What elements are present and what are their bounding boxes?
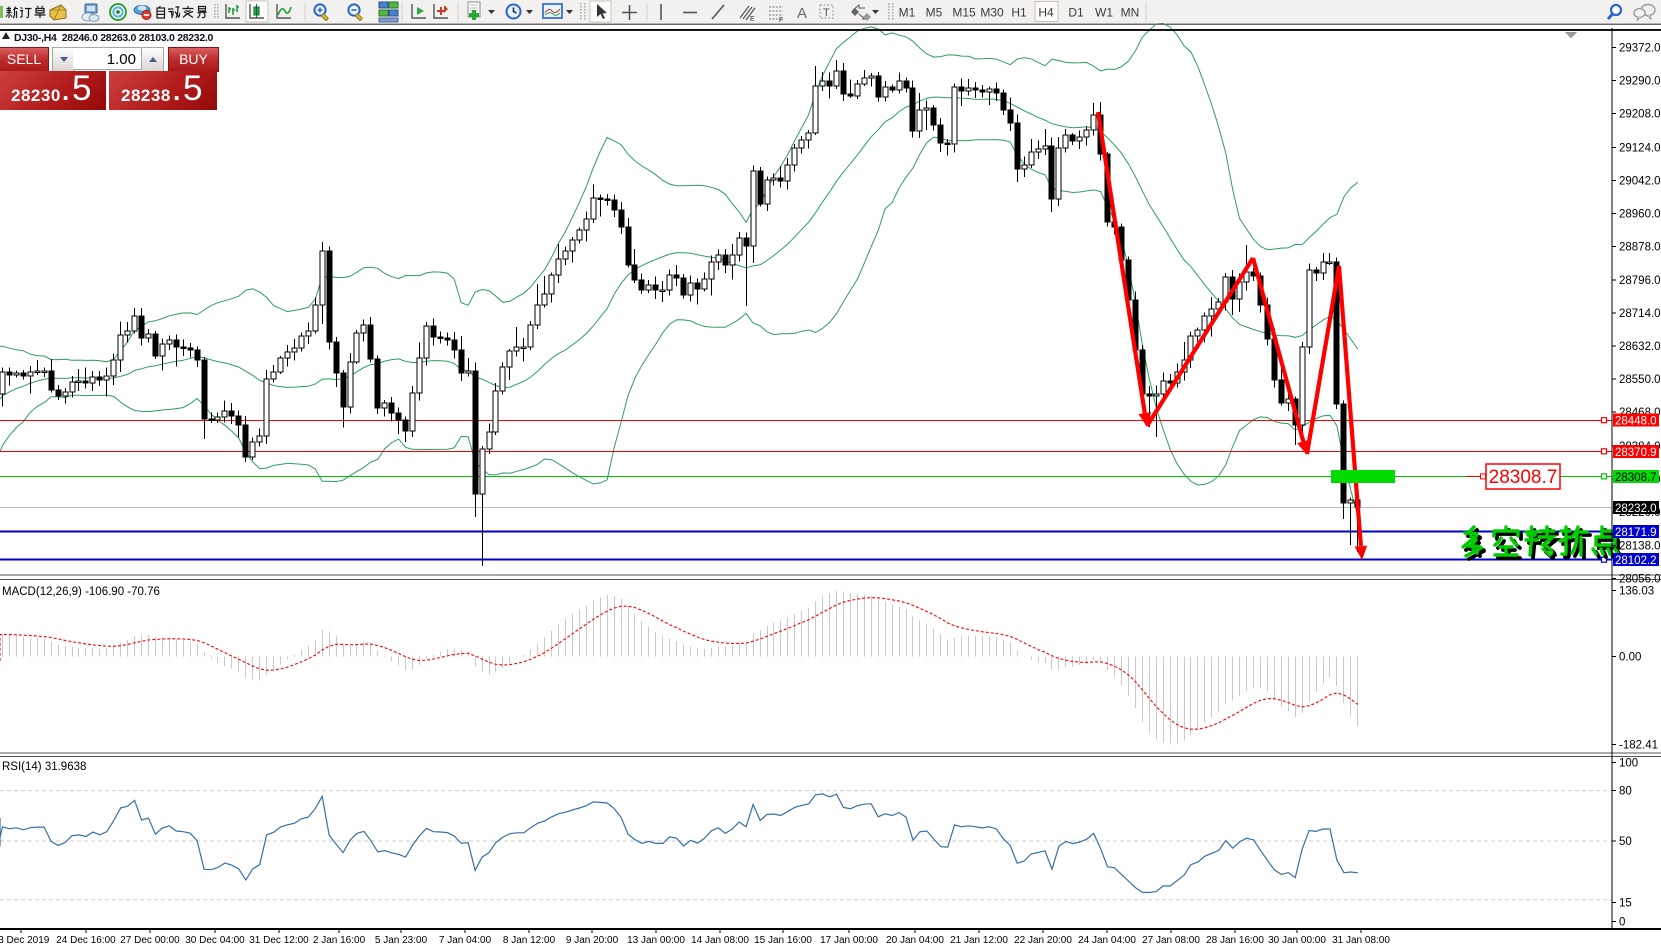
- svg-text:31 Jan 08:00: 31 Jan 08:00: [1332, 935, 1390, 946]
- svg-text:28448.0: 28448.0: [1615, 416, 1657, 428]
- svg-text:28308.7: 28308.7: [1615, 472, 1657, 484]
- svg-text:29208.0: 29208.0: [1619, 109, 1661, 121]
- svg-text:M5: M5: [926, 6, 943, 20]
- svg-text:23 Dec 2019: 23 Dec 2019: [0, 935, 50, 946]
- svg-text:24 Jan 04:00: 24 Jan 04:00: [1078, 935, 1136, 946]
- svg-text:28138.0: 28138.0: [1619, 540, 1661, 552]
- svg-text:13 Jan 00:00: 13 Jan 00:00: [627, 935, 685, 946]
- svg-text:A: A: [797, 5, 807, 22]
- svg-text:28370.9: 28370.9: [1615, 447, 1657, 459]
- svg-text:F: F: [779, 17, 783, 24]
- svg-text:0.00: 0.00: [1619, 651, 1641, 663]
- svg-text:100: 100: [1619, 758, 1638, 770]
- svg-text:T: T: [823, 7, 830, 19]
- svg-text:7 Jan 04:00: 7 Jan 04:00: [439, 935, 492, 946]
- svg-text:W1: W1: [1095, 6, 1113, 20]
- svg-text:28796.0: 28796.0: [1619, 275, 1661, 287]
- svg-text:M30: M30: [980, 6, 1004, 20]
- svg-text:28056.0: 28056.0: [1619, 573, 1661, 585]
- svg-text:29124.0: 29124.0: [1619, 143, 1661, 155]
- svg-text:29372.0: 29372.0: [1619, 43, 1661, 55]
- svg-text:9 Jan 20:00: 9 Jan 20:00: [566, 935, 619, 946]
- svg-text:-182.41: -182.41: [1619, 740, 1658, 752]
- svg-text:28171.9: 28171.9: [1615, 527, 1657, 539]
- svg-text:31 Dec 12:00: 31 Dec 12:00: [249, 935, 309, 946]
- svg-text:28878.0: 28878.0: [1619, 242, 1661, 254]
- svg-text:30 Jan 00:00: 30 Jan 00:00: [1268, 935, 1326, 946]
- svg-text:M15: M15: [952, 6, 976, 20]
- svg-text:50: 50: [1619, 836, 1632, 848]
- svg-text:22 Jan 20:00: 22 Jan 20:00: [1014, 935, 1072, 946]
- svg-text:29290.0: 29290.0: [1619, 76, 1661, 88]
- svg-text:RSI(14) 31.9638: RSI(14) 31.9638: [2, 761, 86, 773]
- svg-text:M1: M1: [899, 6, 916, 20]
- svg-text:17 Jan 00:00: 17 Jan 00:00: [820, 935, 878, 946]
- svg-text:27 Dec 00:00: 27 Dec 00:00: [120, 935, 180, 946]
- svg-text:H1: H1: [1011, 6, 1027, 20]
- svg-text:28 Jan 16:00: 28 Jan 16:00: [1206, 935, 1264, 946]
- svg-text:24 Dec 16:00: 24 Dec 16:00: [56, 935, 116, 946]
- svg-text:28714.0: 28714.0: [1619, 308, 1661, 320]
- svg-text:28632.0: 28632.0: [1619, 341, 1661, 353]
- svg-text:80: 80: [1619, 786, 1632, 798]
- svg-text:28232.0: 28232.0: [1615, 503, 1657, 515]
- svg-text:15 Jan 16:00: 15 Jan 16:00: [754, 935, 812, 946]
- svg-text:D1: D1: [1068, 6, 1084, 20]
- svg-text:5 Jan 23:00: 5 Jan 23:00: [375, 935, 428, 946]
- svg-text:28102.2: 28102.2: [1615, 555, 1657, 567]
- svg-text:29042.0: 29042.0: [1619, 176, 1661, 188]
- svg-text:H4: H4: [1038, 6, 1054, 20]
- svg-text:E: E: [750, 16, 755, 23]
- svg-text:30 Dec 04:00: 30 Dec 04:00: [185, 935, 245, 946]
- svg-text:136.03: 136.03: [1619, 586, 1654, 598]
- svg-text:20 Jan 04:00: 20 Jan 04:00: [886, 935, 944, 946]
- svg-text:28550.0: 28550.0: [1619, 374, 1661, 386]
- svg-text:0: 0: [1619, 917, 1625, 929]
- svg-text:MACD(12,26,9) -106.90 -70.76: MACD(12,26,9) -106.90 -70.76: [2, 586, 160, 598]
- svg-text:28960.0: 28960.0: [1619, 209, 1661, 221]
- svg-text:21 Jan 12:00: 21 Jan 12:00: [950, 935, 1008, 946]
- svg-text:MN: MN: [1121, 6, 1140, 20]
- svg-text:2 Jan 16:00: 2 Jan 16:00: [313, 935, 366, 946]
- svg-text:8 Jan 12:00: 8 Jan 12:00: [503, 935, 556, 946]
- svg-text:14 Jan 08:00: 14 Jan 08:00: [691, 935, 749, 946]
- svg-text:15: 15: [1619, 897, 1632, 909]
- svg-text:27 Jan 08:00: 27 Jan 08:00: [1142, 935, 1200, 946]
- svg-text:28308.7: 28308.7: [1489, 467, 1558, 488]
